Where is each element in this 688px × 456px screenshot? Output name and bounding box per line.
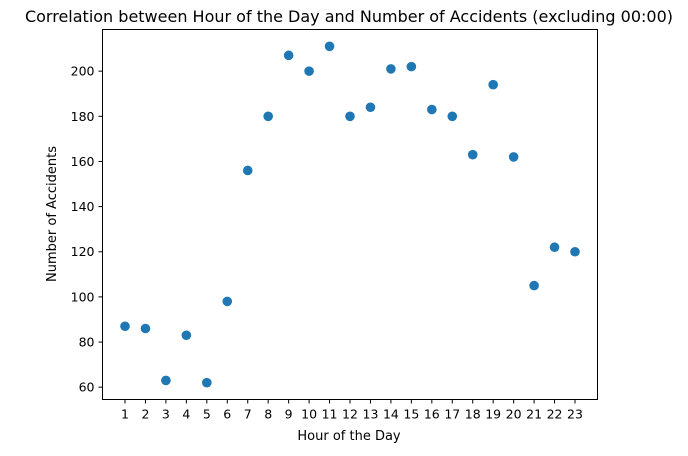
x-tick-label: 13 (363, 407, 379, 422)
data-point (406, 61, 417, 72)
y-tick-label: 160 (71, 154, 95, 169)
x-tick-label: 2 (141, 407, 149, 422)
data-point (345, 111, 355, 122)
x-tick-label: 9 (285, 407, 293, 422)
y-axis-label: Number of Accidents (45, 146, 60, 282)
x-tick-label: 19 (485, 407, 501, 422)
data-point (140, 323, 151, 334)
y-tick-label: 60 (79, 380, 95, 395)
data-point (570, 246, 580, 257)
x-tick-label: 23 (567, 407, 583, 422)
data-point (488, 79, 498, 90)
x-tick-label: 15 (403, 407, 419, 422)
data-point (202, 377, 212, 388)
y-tick-label: 100 (71, 289, 95, 304)
x-tick-label: 5 (203, 407, 211, 422)
x-tick-label: 18 (465, 407, 481, 422)
y-tick-label: 120 (71, 244, 95, 259)
y-tick-label: 80 (79, 335, 95, 350)
x-tick-label: 4 (182, 407, 190, 422)
data-point (508, 152, 519, 162)
data-point (242, 165, 253, 176)
x-tick-label: 16 (424, 407, 440, 422)
y-tick-label: 180 (71, 109, 95, 124)
x-axis-label: Hour of the Day (297, 429, 401, 444)
chart-title: Correlation between Hour of the Day and … (25, 7, 673, 26)
data-point (283, 50, 294, 61)
x-tick-label: 12 (342, 407, 358, 422)
data-point (529, 280, 539, 291)
data-point (304, 66, 314, 76)
x-tick-label: 6 (223, 407, 231, 422)
x-tick-label: 7 (244, 407, 252, 422)
x-tick-label: 1 (121, 407, 129, 422)
x-tick-label: 3 (162, 407, 170, 422)
data-point (467, 149, 478, 160)
y-tick-label: 200 (71, 64, 95, 79)
x-tick-label: 22 (547, 407, 563, 422)
x-tick-label: 20 (506, 407, 522, 422)
x-tick-label: 10 (301, 407, 317, 422)
x-tick-label: 11 (322, 407, 338, 422)
data-point (427, 104, 437, 115)
y-tick-label: 140 (71, 199, 95, 214)
data-point (222, 296, 233, 307)
x-tick-label: 14 (383, 407, 399, 422)
data-point (120, 321, 130, 332)
data-point (181, 330, 192, 341)
data-point (161, 375, 171, 386)
data-point (447, 111, 458, 122)
y-axis: 60 80 100 120 140 160 180 200 (71, 64, 103, 395)
x-tick-label: 8 (264, 407, 272, 422)
data-point (365, 102, 376, 113)
plot-area (102, 29, 598, 400)
data-point (324, 41, 335, 52)
data-point (549, 242, 560, 253)
x-tick-label: 17 (444, 407, 460, 422)
data-point (386, 64, 396, 74)
data-point (263, 111, 273, 122)
x-axis: 1 2 3 4 5 6 7 8 9 10 11 12 13 14 15 16 17 18 19 20 21 22 23 (121, 399, 583, 422)
data-points (120, 41, 580, 388)
x-tick-label: 21 (526, 407, 542, 422)
